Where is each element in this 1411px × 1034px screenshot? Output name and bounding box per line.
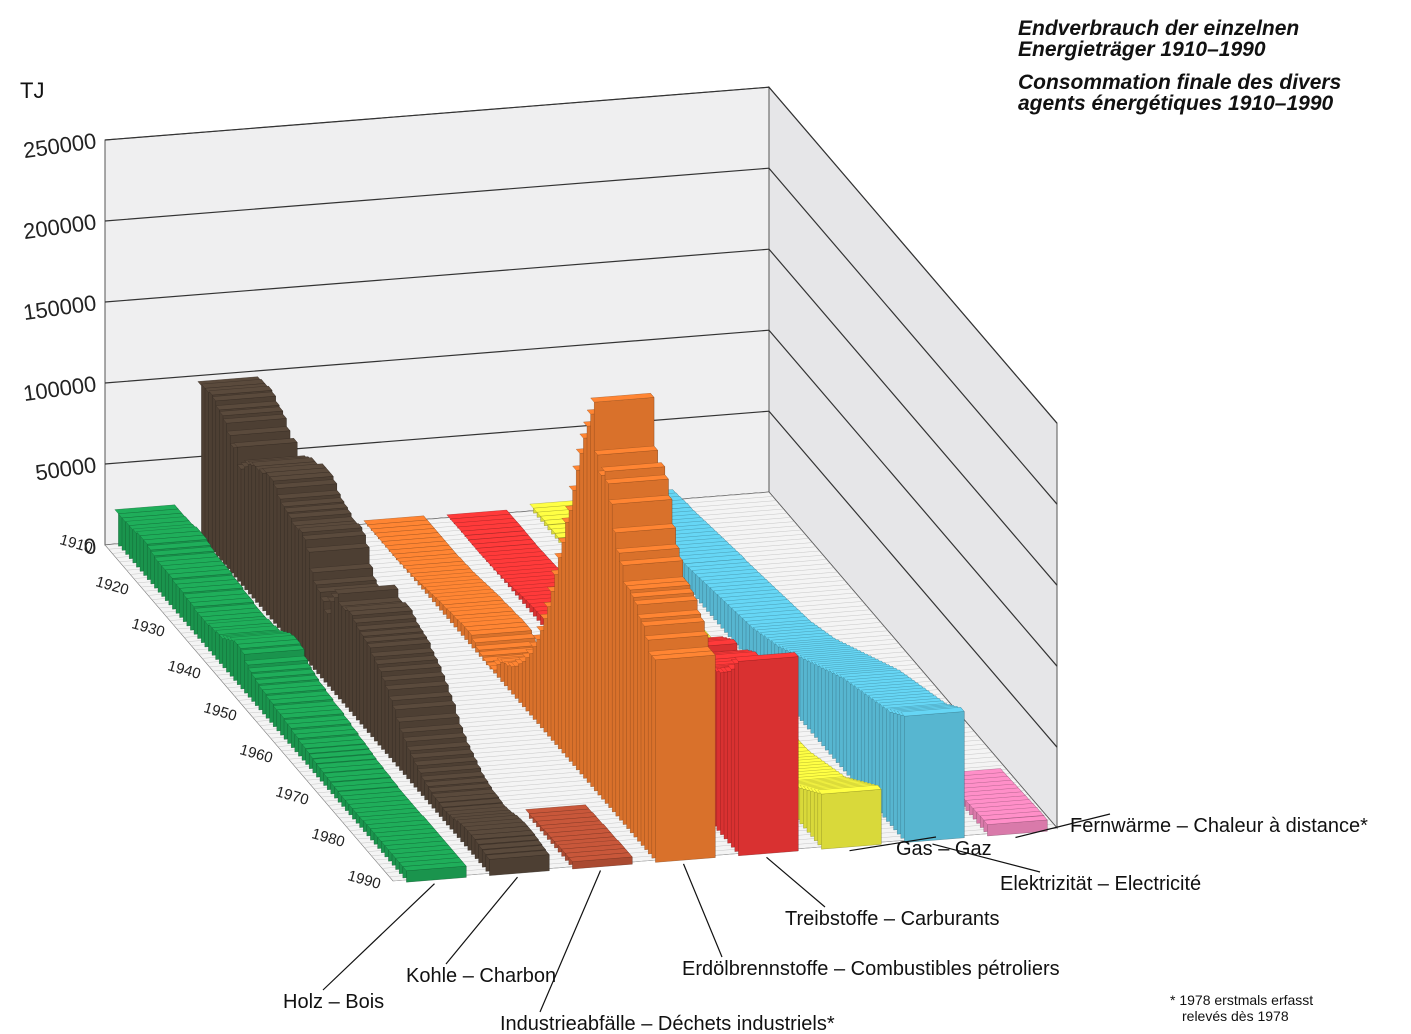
series-label: Industrieabfälle – Déchets industriels* bbox=[500, 1013, 835, 1034]
chart-bars bbox=[114, 376, 1048, 883]
bar-7-1990 bbox=[983, 815, 1048, 837]
gridline bbox=[104, 167, 1058, 505]
leader-line bbox=[849, 836, 937, 852]
footnote-line1: * 1978 erstmals erfasst bbox=[1170, 992, 1314, 1008]
leader-line bbox=[766, 856, 826, 908]
leader-line bbox=[445, 876, 518, 965]
bar-4-1990 bbox=[734, 651, 799, 856]
gridline bbox=[104, 86, 1058, 424]
gridline bbox=[104, 410, 1058, 748]
leader-line bbox=[932, 843, 1041, 873]
year-tick-label: 1980 bbox=[310, 825, 347, 851]
y-tick-label: 250000 bbox=[22, 128, 98, 163]
series-label: Fernwärme – Chaleur à distance* bbox=[1070, 815, 1368, 837]
year-tick-label: 1920 bbox=[94, 573, 131, 599]
leader-line bbox=[322, 883, 435, 991]
series-label: Elektrizität – Electricité bbox=[1000, 873, 1201, 895]
y-axis-ticks: 0 50000 100000 150000 200000 250000 bbox=[22, 128, 98, 559]
footnote-line2: relevés dès 1978 bbox=[1182, 1008, 1289, 1024]
y-tick-label: 100000 bbox=[22, 371, 98, 406]
series-labels: Holz – Bois Kohle – Charbon Industrieabfäl… bbox=[283, 813, 1368, 1034]
gridline bbox=[104, 329, 1058, 667]
leader-line bbox=[682, 863, 723, 958]
leader-line bbox=[1015, 813, 1111, 839]
title-fr-line2: agents énergétiques 1910–1990 bbox=[1018, 92, 1334, 115]
year-tick-label: 1990 bbox=[346, 867, 383, 893]
y-tick-label: 50000 bbox=[34, 452, 98, 485]
gridline bbox=[104, 248, 1058, 586]
series-label: Gas – Gaz bbox=[896, 838, 992, 860]
title-de-line1: Endverbrauch der einzelnen bbox=[1018, 17, 1300, 40]
series-label: Holz – Bois bbox=[283, 991, 384, 1013]
title-fr-line1: Consommation finale des divers bbox=[1018, 71, 1342, 94]
bar-6-1990 bbox=[900, 706, 965, 843]
bar-2-1990 bbox=[568, 852, 633, 870]
bar-5-1990 bbox=[817, 784, 882, 850]
year-tick-label: 1930 bbox=[130, 615, 167, 641]
bar-0-1990 bbox=[402, 861, 467, 883]
y-tick-label: 200000 bbox=[22, 209, 98, 244]
leader-line bbox=[539, 870, 602, 1013]
year-tick-label: 1940 bbox=[166, 657, 203, 683]
series-label: Treibstoffe – Carburants bbox=[785, 908, 1000, 930]
series-label: Erdölbrennstoffe – Combustibles pétrolie… bbox=[682, 958, 1060, 980]
y-tick-label: 150000 bbox=[22, 290, 98, 325]
year-tick-label: 1950 bbox=[202, 699, 239, 725]
footnote: * 1978 erstmals erfasst relevés dès 1978 bbox=[1170, 992, 1313, 1024]
y-axis-unit: TJ bbox=[20, 78, 45, 103]
y-tick-label: 0 bbox=[82, 533, 98, 559]
bar-3-1990 bbox=[651, 650, 716, 863]
year-tick-label: 1970 bbox=[274, 783, 311, 809]
year-tick-label: 1960 bbox=[238, 741, 275, 767]
series-label: Kohle – Charbon bbox=[406, 965, 556, 987]
bar-1-1990 bbox=[485, 849, 550, 876]
title-de-line2: Energieträger 1910–1990 bbox=[1018, 38, 1266, 61]
